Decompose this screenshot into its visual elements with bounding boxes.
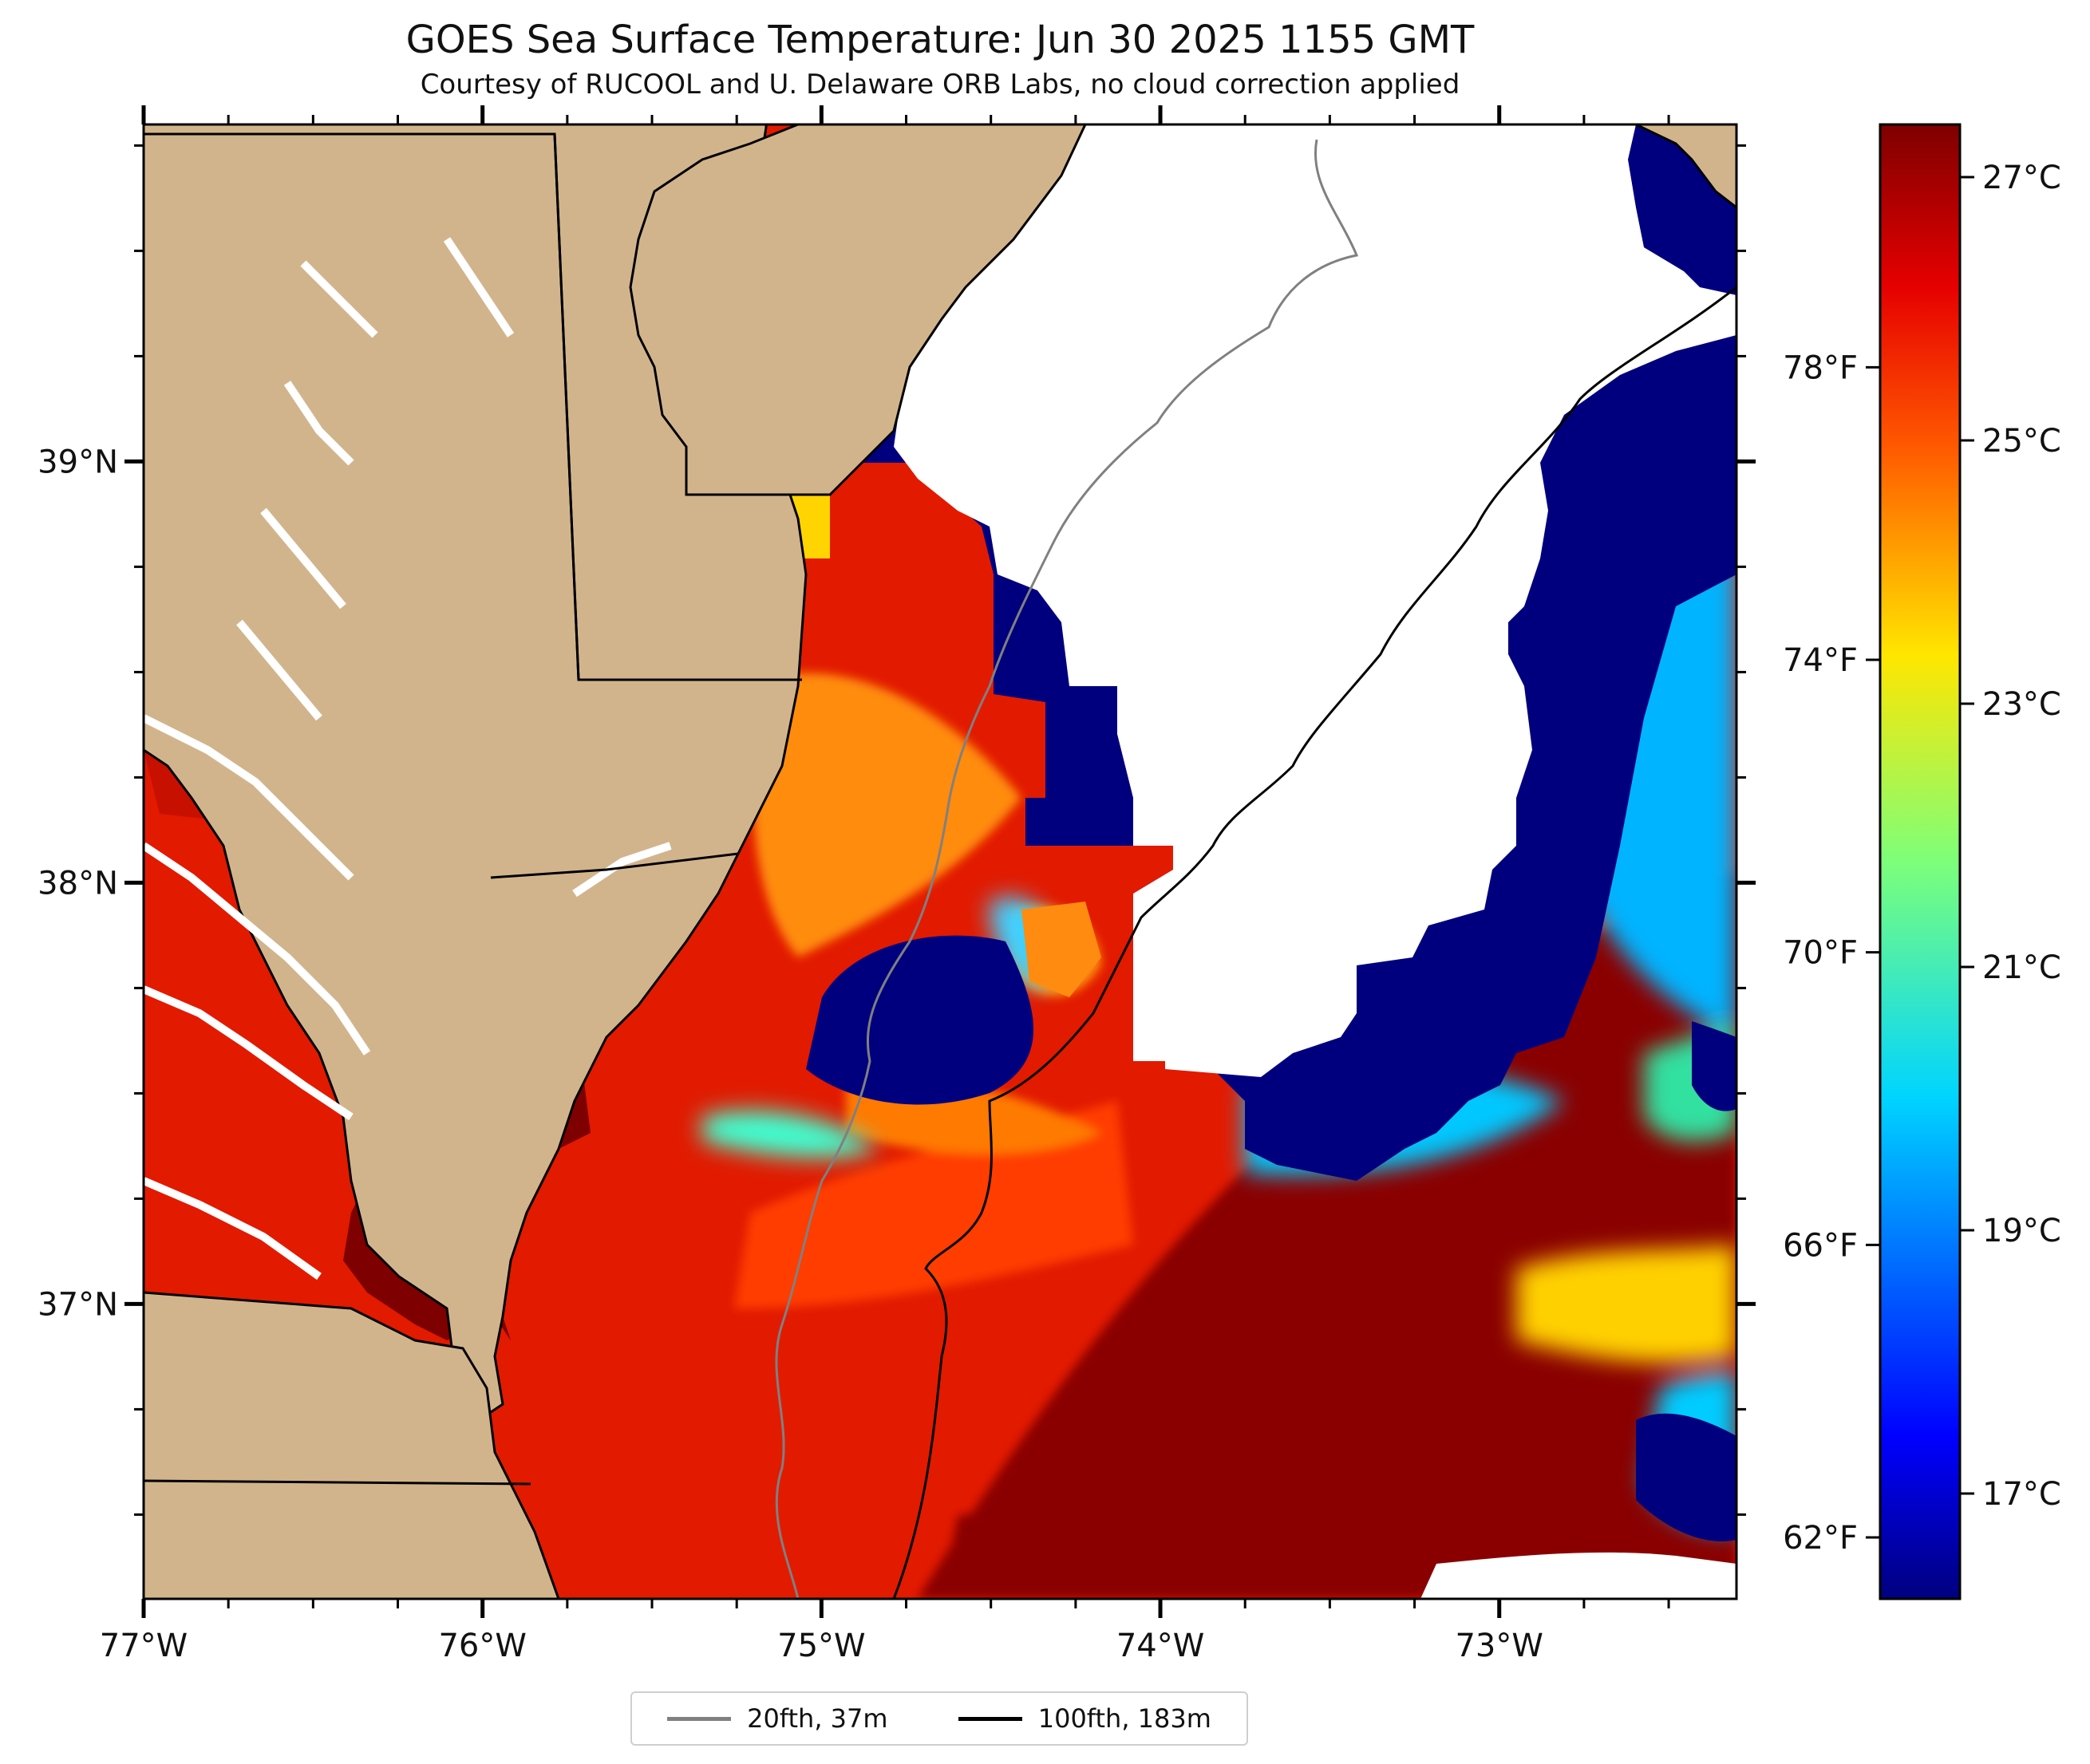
tidal-rivers [144, 237, 672, 1281]
contour-20fth-37m [775, 139, 1359, 1599]
lon-tick-label: 73°W [1455, 1628, 1543, 1664]
state-boundaries [144, 132, 802, 1486]
lon-tick-label: 74°W [1116, 1628, 1204, 1664]
celsius-tick-label: 27°C [1982, 160, 2061, 196]
map-title: GOES Sea Surface Temperature: Jun 30 202… [405, 18, 1475, 62]
contour-100fth-183m [892, 286, 1736, 1599]
fahrenheit-tick-label: 70°F [1783, 935, 1858, 972]
map-ticks: 77°W 76°W 75°W 74°W 73°W 39°N 38°N 37°N [38, 105, 1756, 1664]
colorbar [1879, 123, 1962, 1600]
map-panel [144, 124, 1736, 1599]
legend-line-black [958, 1716, 1022, 1721]
map-subtitle: Courtesy of RUCOOL and U. Delaware ORB L… [420, 69, 1460, 101]
celsius-tick-label: 23°C [1982, 686, 2061, 723]
fahrenheit-tick-label: 78°F [1783, 349, 1858, 386]
land-masses [144, 124, 1736, 1599]
legend-item-20fth: 20fth, 37m [667, 1703, 888, 1734]
lat-tick-label: 38°N [38, 865, 118, 902]
fahrenheit-tick-label: 62°F [1783, 1520, 1858, 1557]
fahrenheit-tick-label: 66°F [1783, 1227, 1858, 1264]
celsius-tick-label: 21°C [1982, 949, 2061, 986]
celsius-tick-label: 17°C [1982, 1476, 2061, 1513]
lat-tick-label: 37°N [38, 1286, 118, 1323]
lon-tick-label: 77°W [100, 1628, 188, 1664]
lat-tick-label: 39°N [38, 444, 118, 480]
legend-item-100fth: 100fth, 183m [958, 1703, 1211, 1734]
map-frame [142, 123, 1738, 1600]
legend-line-gray [667, 1716, 732, 1721]
celsius-tick-label: 19°C [1982, 1213, 2061, 1249]
lon-tick-label: 76°W [438, 1628, 526, 1664]
celsius-tick-label: 25°C [1982, 423, 2061, 460]
legend-label-100fth: 100fth, 183m [1037, 1703, 1211, 1734]
sst-field [734, 673, 1736, 1599]
legend-label-20fth: 20fth, 37m [747, 1703, 888, 1734]
fahrenheit-tick-label: 74°F [1783, 642, 1858, 679]
colorbar-ticks: 17°C 19°C 21°C 23°C 25°C 27°C 62°F 66°F 70°F 74°F… [1783, 160, 2061, 1557]
contour-legend: 20fth, 37m 100fth, 183m [630, 1691, 1248, 1746]
lon-tick-label: 75°W [777, 1628, 865, 1664]
